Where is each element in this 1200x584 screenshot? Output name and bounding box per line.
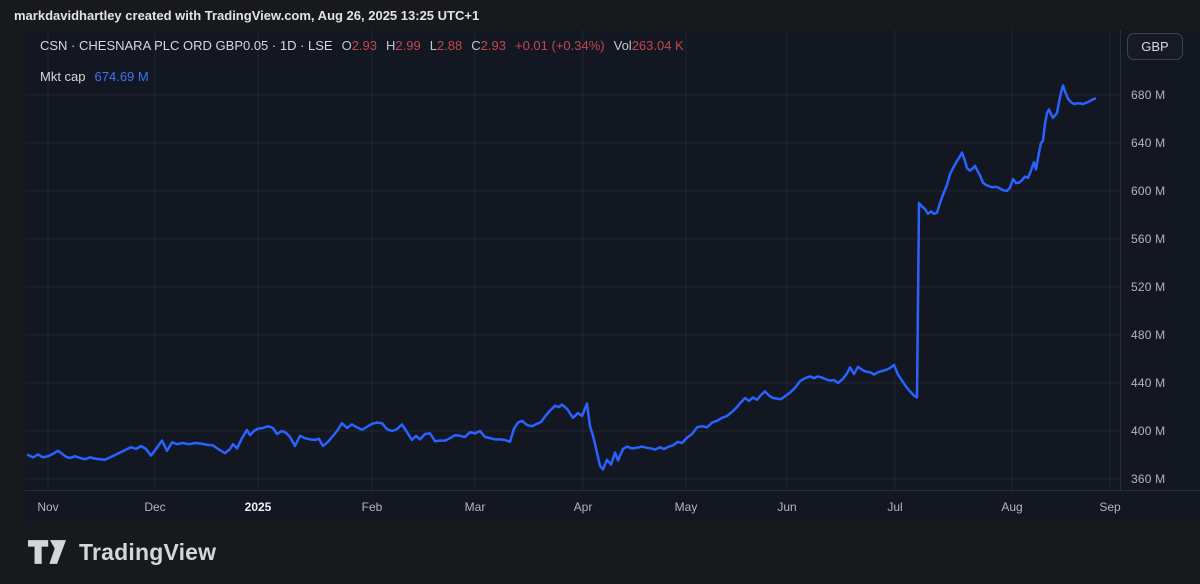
high-value: H2.99	[386, 38, 421, 53]
change-value: +0.01 (+0.34%)	[514, 38, 605, 53]
price-tick-label: 680 M	[1131, 88, 1166, 102]
price-tick-label: 400 M	[1131, 424, 1166, 438]
symbol-legend: CSN · CHESNARA PLC ORD GBP0.05 · 1D · LS…	[40, 38, 684, 85]
price-chart-canvas[interactable]	[25, 30, 1120, 490]
time-tick-label: Apr	[573, 499, 593, 514]
time-tick-label: Jun	[777, 499, 797, 514]
close-value: C2.93	[471, 38, 506, 53]
time-axis[interactable]: Nov Dec 2025 Feb Mar Apr May Jun Jul Aug Sep	[25, 490, 1200, 522]
price-tick-label: 360 M	[1131, 472, 1166, 486]
mktcap-row: Mkt cap 674.69 M	[40, 69, 684, 85]
time-tick-label: Dec	[144, 499, 166, 514]
currency-button[interactable]: GBP	[1127, 33, 1183, 60]
price-tick-label: 480 M	[1131, 328, 1166, 342]
time-tick-label: Nov	[37, 499, 59, 514]
symbol-row: CSN · CHESNARA PLC ORD GBP0.05 · 1D · LS…	[40, 38, 684, 54]
tradingview-logo-icon	[28, 540, 66, 564]
low-value: L2.88	[429, 38, 463, 53]
time-tick-label: May	[674, 499, 698, 514]
tradingview-branding[interactable]: TradingView	[28, 537, 216, 567]
mktcap-label: Mkt cap	[40, 69, 86, 84]
price-tick-label: 440 M	[1131, 376, 1166, 390]
time-tick-label: Sep	[1099, 499, 1121, 514]
chart-grid	[25, 30, 1120, 490]
price-line-path	[26, 84, 1097, 471]
price-tick-label: 520 M	[1131, 280, 1166, 294]
price-tick-label: 600 M	[1131, 184, 1166, 198]
price-axis[interactable]: 680 M 640 M 600 M 560 M 520 M 480 M 440 M 400 M…	[1120, 30, 1200, 490]
time-tick-label: Aug	[1001, 499, 1023, 514]
volume-value: Vol263.04 K	[613, 38, 684, 53]
mktcap-value: 674.69 M	[94, 69, 149, 84]
price-tick-label: 560 M	[1131, 232, 1166, 246]
time-tick-label: Mar	[464, 499, 486, 514]
price-tick-label: 640 M	[1131, 136, 1166, 150]
tradingview-wordmark: TradingView	[79, 538, 217, 565]
time-tick-label: 2025	[244, 499, 272, 514]
symbol-title: CSN · CHESNARA PLC ORD GBP0.05 · 1D · LS…	[40, 38, 333, 53]
time-tick-label: Feb	[361, 499, 383, 514]
time-tick-label: Jul	[887, 499, 903, 514]
chart-region[interactable]: CSN · CHESNARA PLC ORD GBP0.05 · 1D · LS…	[25, 30, 1200, 522]
open-value: O2.93	[341, 38, 378, 53]
attribution-text: markdavidhartley created with TradingVie…	[14, 8, 480, 23]
